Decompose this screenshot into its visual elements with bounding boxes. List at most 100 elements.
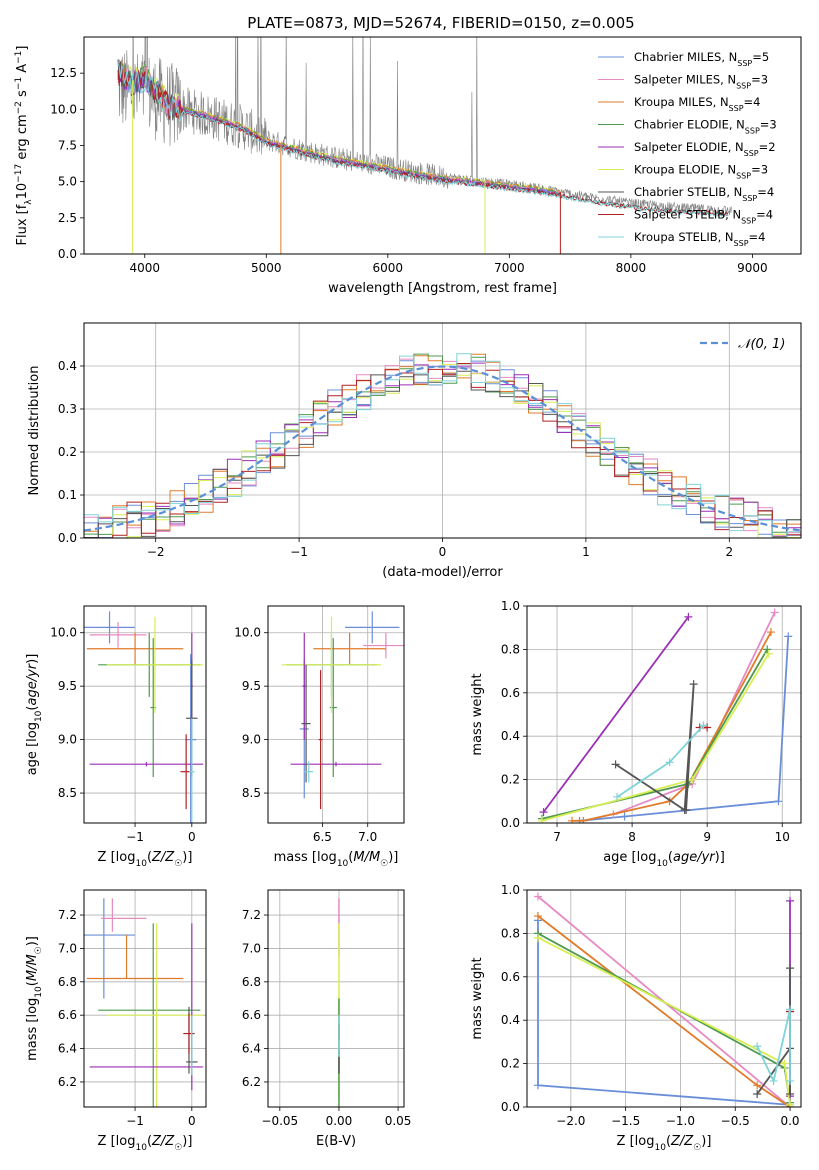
y-axis-label-part: (: [25, 981, 40, 986]
y-tick-label: 9.0: [58, 733, 77, 747]
legend-entry: Chabrier STELIB, NSSP=4: [634, 185, 774, 203]
weight-marker: [703, 723, 712, 732]
y-axis-label-part: −1: [14, 77, 24, 90]
y-tick-label: 7.2: [58, 908, 77, 922]
y-axis-label-part: (: [25, 706, 40, 711]
legend-sub: SSP: [736, 171, 751, 180]
weight-line: [541, 653, 770, 822]
x-axis-label: wavelength [Angstrom, rest frame]: [328, 281, 557, 296]
weight-marker: [770, 608, 779, 617]
y-tick-label: 0.2: [501, 773, 520, 787]
legend-n: =4: [744, 95, 761, 109]
histogram-step: [84, 353, 801, 538]
weight-line: [537, 936, 791, 1105]
panel-residuals: −2 −1 0 1 2 0.0 0.1 0.2 0.3 0.4 𝒩(0, 1) (data-model…: [27, 322, 802, 580]
legend-n: =3: [760, 118, 777, 132]
y-axis-label-part: Normed distribution: [27, 366, 42, 496]
y-tick-label: 0.0: [58, 531, 77, 545]
y-axis-label-part: 10: [15, 183, 30, 200]
weight-marker: [764, 649, 773, 658]
axes-frame: [267, 605, 405, 824]
legend-label: Salpeter MILES, N: [634, 73, 736, 87]
y-tick-label: 6.8: [242, 975, 261, 989]
x-axis-label-part: ☉: [693, 1143, 701, 1153]
x-tick-label: 1: [582, 545, 590, 559]
y-tick-label: 7.0: [58, 941, 77, 955]
x-axis-label-part: )]: [182, 850, 192, 865]
y-tick-label: 6.6: [58, 1008, 77, 1022]
model-spectrum: [117, 63, 729, 218]
y-axis-label-part: Flux [f: [15, 204, 30, 245]
y-tick-label: 0.0: [58, 247, 77, 261]
axes-frame: [83, 605, 207, 824]
legend-label: 𝒩(0, 1): [738, 337, 785, 352]
weight-marker: [774, 797, 783, 806]
legend-entry: Chabrier ELODIE, NSSP=3: [634, 118, 777, 136]
y-axis-label: age [log10(age/yr)]: [25, 654, 44, 776]
model-spectrum: [117, 63, 561, 197]
legend-n: =4: [749, 230, 766, 244]
x-tick-label: 8: [628, 830, 636, 844]
y-tick-label: 10.0: [50, 626, 77, 640]
y-tick-label: 5.0: [58, 175, 77, 189]
weight-marker: [753, 1081, 762, 1090]
plot-area: [527, 890, 801, 1107]
x-axis-label-part: age/yr: [673, 850, 716, 865]
weight-marker: [533, 892, 542, 901]
weight-marker: [579, 816, 588, 823]
axes-frame: [83, 36, 802, 255]
legend-label: Kroupa STELIB, N: [634, 230, 734, 244]
y-axis-label-part: 10: [34, 986, 44, 998]
y-tick-label: 7.2: [242, 908, 261, 922]
y-tick-label: 9.0: [242, 733, 261, 747]
y-tick-label: 0.4: [501, 1013, 520, 1027]
y-tick-label: 12.5: [50, 66, 77, 80]
x-tick-label: 9000: [737, 261, 768, 275]
x-tick-label: −0.05: [261, 1114, 298, 1128]
weight-marker: [689, 680, 698, 689]
y-tick-label: 10.0: [50, 102, 77, 116]
x-tick-label: −1: [290, 545, 308, 559]
x-axis-label-part: (: [348, 850, 353, 865]
plot-area: [527, 606, 801, 823]
x-axis-label: mass [log10(M/M☉)]: [274, 850, 399, 869]
x-axis-label-part: (: [147, 850, 152, 865]
weight-line: [756, 1009, 791, 1084]
axes-frame: [526, 605, 802, 824]
x-tick-label: 0: [188, 1114, 196, 1128]
y-axis-label-part: mass [log: [25, 998, 40, 1061]
legend-label: Salpeter ELODIE, N: [634, 140, 744, 154]
legend-sub: SSP: [744, 149, 759, 158]
x-tick-label: 4000: [129, 261, 160, 275]
panel-mass-vs-Z: −1 06.26.46.66.87.07.2Z [log10(Z/Z☉)]mass…: [25, 889, 207, 1153]
legend-sub: SSP: [736, 81, 751, 90]
x-axis-label-part: 10: [135, 1143, 147, 1153]
y-tick-label: 2.5: [58, 211, 77, 225]
legend-entry: Kroupa MILES, NSSP=4: [634, 95, 760, 113]
y-tick-label: 8.5: [58, 786, 77, 800]
x-axis-label-part: M/M: [353, 850, 380, 865]
x-axis-label-part: (: [666, 1134, 671, 1149]
plot-area: [84, 323, 801, 538]
weight-marker: [766, 628, 775, 637]
y-axis-label-part: s: [15, 90, 30, 101]
x-tick-label: 0: [439, 545, 447, 559]
x-tick-label: 7: [553, 830, 561, 844]
y-tick-label: 0.8: [501, 926, 520, 940]
y-axis-label: mass weight: [470, 673, 485, 755]
x-axis-label-part: (: [668, 850, 673, 865]
legend-entry: Kroupa ELODIE, NSSP=3: [634, 163, 768, 181]
weight-line: [615, 684, 695, 812]
legend-label: Chabrier MILES, N: [634, 50, 737, 64]
y-axis-label-part: M/M: [25, 954, 40, 981]
x-axis-label-part: Z/Z: [670, 1134, 694, 1149]
x-tick-label: −1: [126, 830, 144, 844]
y-tick-label: 6.6: [242, 1008, 261, 1022]
panel-weight-vs-Z: −2.0 −1.5 −1.0 −0.5 0.0 0.0 0.2 0.4 0.6 0.8 1.0 Z […: [470, 883, 802, 1153]
y-tick-label: 8.5: [242, 786, 261, 800]
y-tick-label: 6.4: [58, 1042, 77, 1056]
panel-mass-vs-EBV: −0.05 0.00 0.05 6.2 6.4 6.6 6.8 7.0 7.2 E(B-V): [242, 889, 411, 1149]
x-tick-label: 8000: [616, 261, 647, 275]
